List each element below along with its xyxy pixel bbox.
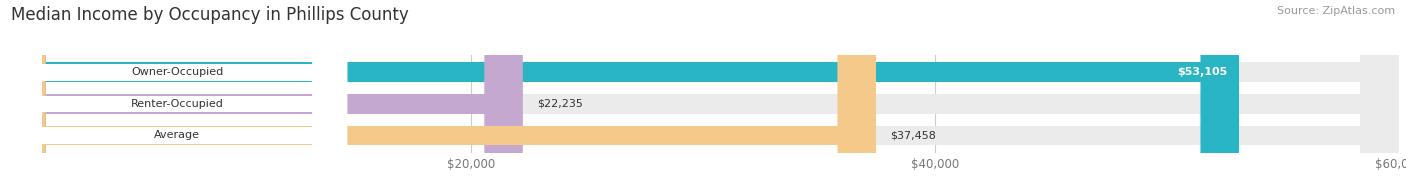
Bar (27, 126, 856, 145)
Text: $53,105: $53,105 (1177, 67, 1227, 77)
Circle shape (1201, 0, 1239, 196)
Circle shape (7, 0, 42, 196)
Text: $22,235: $22,235 (537, 99, 582, 109)
Circle shape (1361, 0, 1399, 196)
Circle shape (7, 0, 45, 196)
Circle shape (1361, 0, 1399, 196)
Text: $37,458: $37,458 (890, 131, 936, 141)
Circle shape (7, 0, 42, 196)
Circle shape (7, 0, 45, 196)
Circle shape (7, 0, 45, 196)
Text: Owner-Occupied: Owner-Occupied (131, 67, 224, 77)
Bar (24, 95, 330, 112)
Circle shape (838, 0, 876, 196)
Bar (24, 64, 330, 81)
Circle shape (7, 0, 42, 196)
Text: Renter-Occupied: Renter-Occupied (131, 99, 224, 109)
Circle shape (484, 0, 523, 196)
Circle shape (7, 0, 45, 196)
Circle shape (312, 0, 347, 196)
Bar (27, 94, 1379, 114)
Bar (27, 63, 1379, 82)
Text: Average: Average (155, 131, 200, 141)
Text: Median Income by Occupancy in Phillips County: Median Income by Occupancy in Phillips C… (11, 6, 409, 24)
Bar (27, 63, 1220, 82)
Bar (27, 94, 503, 114)
Circle shape (1361, 0, 1399, 196)
Circle shape (312, 0, 347, 196)
Bar (27, 126, 1379, 145)
Circle shape (7, 0, 45, 196)
Bar (24, 127, 330, 144)
Text: Source: ZipAtlas.com: Source: ZipAtlas.com (1277, 6, 1395, 16)
Circle shape (7, 0, 45, 196)
Circle shape (312, 0, 347, 196)
